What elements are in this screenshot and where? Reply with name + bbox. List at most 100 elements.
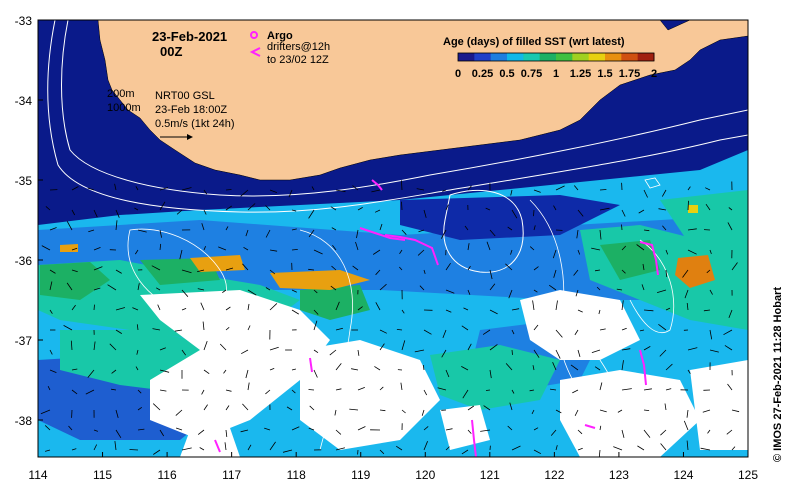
current-vector [505, 263, 513, 271]
lat-tick-label: -34 [15, 94, 33, 108]
current-vector [374, 209, 381, 213]
current-vector [445, 262, 451, 271]
current-vector [313, 320, 318, 331]
current-vector [686, 440, 689, 451]
current-vector [728, 309, 733, 319]
current-vector [658, 208, 667, 211]
current-vector [241, 349, 249, 355]
current-vector [159, 429, 165, 437]
current-vector [71, 269, 78, 273]
current-vector [709, 329, 713, 340]
current-vector [461, 449, 469, 455]
current-vector [621, 429, 625, 438]
current-vector [218, 246, 227, 251]
current-vector [309, 405, 315, 411]
current-vector [594, 269, 601, 272]
current-vector [71, 247, 78, 251]
contour-200m [61, 20, 748, 197]
current-vector [401, 180, 403, 191]
current-vector [533, 266, 539, 271]
current-vector [181, 447, 192, 451]
current-vector [445, 369, 450, 378]
current-vector [573, 185, 579, 191]
current-vector [243, 246, 249, 251]
current-vector [63, 325, 73, 331]
current-vector [181, 308, 187, 311]
current-vector [422, 364, 425, 371]
lat-tick-label: -37 [15, 334, 33, 348]
current-vector [87, 369, 95, 378]
lon-tick-label: 115 [93, 468, 112, 482]
current-vector [115, 429, 122, 439]
current-vector [291, 368, 296, 371]
colorbar-tick-label: 0.5 [499, 68, 514, 80]
yellow-patch-1 [688, 205, 698, 213]
lon-tick-label: 124 [673, 468, 693, 482]
current-vector [511, 308, 520, 311]
lon-tick-label: 125 [738, 468, 758, 482]
current-vector [70, 340, 73, 351]
current-vector [181, 269, 192, 274]
current-vector [507, 226, 513, 231]
argo-label: Argo [267, 30, 293, 42]
current-vector [533, 209, 535, 217]
current-vector [684, 289, 689, 299]
drifter-track-8 [584, 424, 596, 429]
current-vector [335, 327, 344, 331]
current-vector [115, 220, 118, 231]
colorbar-tick-labels: 0 0.25 0.5 0.75 1 1.25 1.5 1.75 2 [455, 68, 657, 80]
current-vector [423, 329, 432, 335]
colorbar-segment [458, 53, 475, 61]
current-vector [330, 206, 337, 211]
current-vector [731, 446, 736, 451]
current-vector [355, 241, 359, 251]
current-vector [93, 429, 99, 432]
current-vector [269, 346, 279, 351]
current-vector [291, 249, 298, 251]
current-vector [196, 269, 205, 273]
current-vector [181, 349, 187, 356]
current-vector [335, 429, 342, 435]
current-vector [291, 426, 300, 431]
current-vector [49, 349, 53, 355]
current-vector [245, 229, 249, 237]
current-vector [115, 269, 122, 274]
current-vector [598, 449, 601, 457]
current-vector [203, 246, 206, 251]
current-vector [269, 368, 275, 371]
current-vector [155, 287, 161, 291]
current-vector [418, 229, 425, 233]
current-vector [482, 329, 491, 335]
current-vector [269, 269, 276, 275]
current-vector [552, 362, 557, 371]
current-vector [467, 265, 471, 271]
current-vector [356, 229, 359, 239]
current-vector [203, 404, 208, 411]
current-vector [357, 426, 366, 431]
current-vector [379, 386, 384, 391]
current-vector [379, 223, 383, 231]
current-vector [461, 325, 469, 331]
current-vector [727, 222, 733, 231]
current-vector [137, 283, 140, 291]
current-vector [159, 369, 170, 373]
current-vector [467, 289, 471, 295]
current-vector [511, 209, 518, 219]
current-vector [372, 249, 381, 255]
current-vector [41, 245, 51, 251]
current-vector [40, 409, 51, 415]
current-vector [485, 389, 491, 391]
ssh-contour-west [127, 228, 227, 313]
current-vector [357, 207, 363, 211]
colorbar-tick-label: 1 [553, 68, 559, 80]
current-vector [529, 389, 535, 392]
current-vector [489, 229, 496, 237]
current-vector [71, 368, 78, 371]
current-vector [599, 189, 607, 191]
current-vector [575, 289, 579, 297]
current-vector [313, 289, 318, 294]
current-vector [152, 328, 161, 331]
current-vector [442, 329, 447, 339]
current-vector [613, 446, 623, 451]
